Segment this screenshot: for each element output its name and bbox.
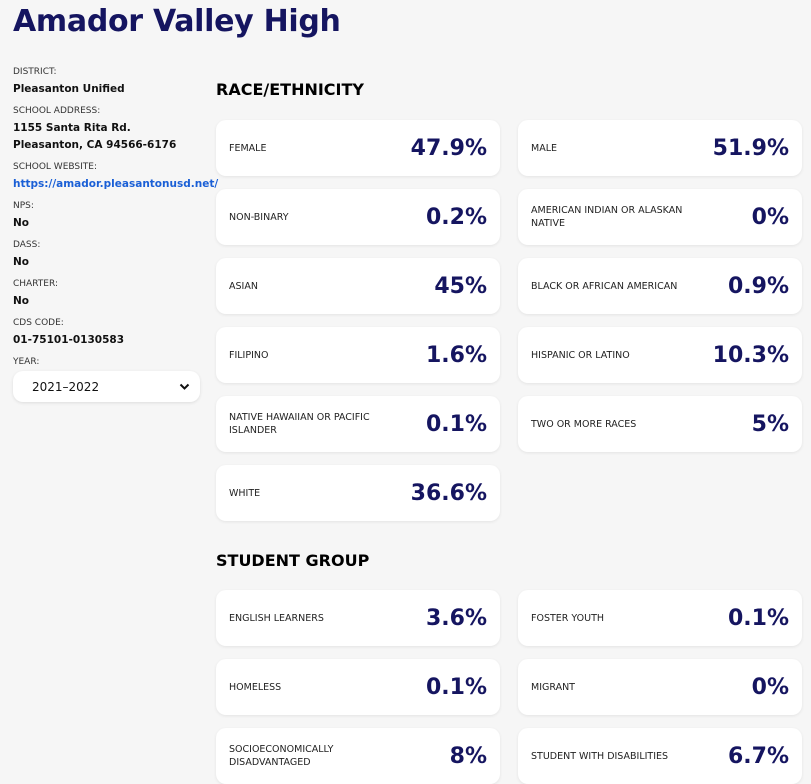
dass-label: DASS: [13, 240, 41, 250]
stat-card: STUDENT WITH DISABILITIES 6.7% [518, 728, 802, 784]
stat-value: 6.7% [727, 743, 789, 769]
stat-value: 8% [449, 743, 487, 769]
stat-label: FILIPINO [229, 349, 269, 361]
stat-label: TWO OR MORE RACES [531, 418, 637, 430]
race-grid: FEMALE 47.9% MALE 51.9% NON-BINARY 0.2% AMERIC… [216, 120, 802, 521]
stat-label: SOCIOECONOMICALLY DISADVANTAGED [229, 744, 334, 768]
race-heading: RACE/ETHNICITY [216, 80, 364, 99]
nps-value: No [13, 217, 30, 229]
stat-card: HOMELESS 0.1% [216, 659, 500, 715]
charter-value: No [13, 295, 30, 307]
stat-label: AMERICAN INDIAN OR ALASKAN NATIVE [531, 205, 683, 229]
stat-card: SOCIOECONOMICALLY DISADVANTAGED 8% [216, 728, 500, 784]
stat-label: HISPANIC OR LATINO [531, 349, 630, 361]
stat-card: ASIAN 45% [216, 258, 500, 314]
stat-label: BLACK OR AFRICAN AMERICAN [531, 280, 678, 292]
stat-card: FEMALE 47.9% [216, 120, 500, 176]
address-label: SCHOOL ADDRESS: [13, 106, 101, 116]
stat-label: MALE [531, 142, 557, 154]
stat-value: 0.2% [425, 204, 487, 230]
stat-card: AMERICAN INDIAN OR ALASKAN NATIVE 0% [518, 189, 802, 245]
stat-label: MIGRANT [531, 681, 575, 693]
stat-value: 5% [751, 411, 789, 437]
charter-label: CHARTER: [13, 279, 58, 289]
group-heading: STUDENT GROUP [216, 551, 370, 570]
stat-card: FOSTER YOUTH 0.1% [518, 590, 802, 646]
stat-card: MIGRANT 0% [518, 659, 802, 715]
stat-label: ASIAN [229, 280, 258, 292]
district-value: Pleasanton Unified [13, 83, 125, 95]
year-select[interactable]: 2021–2022 [13, 371, 200, 402]
stat-value: 1.6% [425, 342, 487, 368]
nps-label: NPS: [13, 201, 34, 211]
stat-card: ENGLISH LEARNERS 3.6% [216, 590, 500, 646]
address-line1: 1155 Santa Rita Rd. [13, 122, 131, 134]
stat-label: FEMALE [229, 142, 267, 154]
school-info-sidebar: DISTRICT: Pleasanton Unified SCHOOL ADDR… [13, 67, 218, 402]
dass-value: No [13, 256, 30, 268]
stat-value: 0.1% [425, 411, 487, 437]
stat-card: TWO OR MORE RACES 5% [518, 396, 802, 452]
stat-label: STUDENT WITH DISABILITIES [531, 750, 669, 762]
district-label: DISTRICT: [13, 67, 57, 77]
stat-value: 45% [434, 273, 487, 299]
stat-value: 0% [751, 674, 789, 700]
stat-value: 36.6% [410, 480, 487, 506]
website-link[interactable]: https://amador.pleasantonusd.net/ [13, 178, 219, 190]
cds-label: CDS CODE: [13, 318, 64, 328]
stat-card: MALE 51.9% [518, 120, 802, 176]
stat-value: 0.9% [727, 273, 789, 299]
stat-label: WHITE [229, 487, 261, 499]
stat-value: 0% [751, 204, 789, 230]
year-selected: 2021–2022 [32, 379, 100, 394]
stat-card: WHITE 36.6% [216, 465, 500, 521]
chevron-down-icon [179, 383, 190, 390]
stat-card: NON-BINARY 0.2% [216, 189, 500, 245]
stat-label: NON-BINARY [229, 211, 289, 223]
stat-label: FOSTER YOUTH [531, 612, 605, 624]
stat-card: BLACK OR AFRICAN AMERICAN 0.9% [518, 258, 802, 314]
stat-label: ENGLISH LEARNERS [229, 612, 324, 624]
page-title: Amador Valley High [13, 4, 341, 39]
stat-card: HISPANIC OR LATINO 10.3% [518, 327, 802, 383]
group-grid: ENGLISH LEARNERS 3.6% FOSTER YOUTH 0.1% HOME… [216, 590, 802, 784]
stat-value: 51.9% [712, 135, 789, 161]
stat-label: NATIVE HAWAIIAN OR PACIFIC ISLANDER [229, 412, 370, 436]
year-label: YEAR: [13, 357, 40, 367]
stat-value: 47.9% [410, 135, 487, 161]
stat-label: HOMELESS [229, 681, 282, 693]
address-line2: Pleasanton, CA 94566-6176 [13, 139, 177, 151]
stat-card: FILIPINO 1.6% [216, 327, 500, 383]
stat-value: 10.3% [712, 342, 789, 368]
stat-value: 0.1% [727, 605, 789, 631]
stat-value: 3.6% [425, 605, 487, 631]
stat-card: NATIVE HAWAIIAN OR PACIFIC ISLANDER 0.1% [216, 396, 500, 452]
stat-value: 0.1% [425, 674, 487, 700]
website-label: SCHOOL WEBSITE: [13, 162, 97, 172]
address-value: 1155 Santa Rita Rd. Pleasanton, CA 94566-… [13, 120, 203, 154]
cds-value: 01-75101-0130583 [13, 334, 124, 346]
